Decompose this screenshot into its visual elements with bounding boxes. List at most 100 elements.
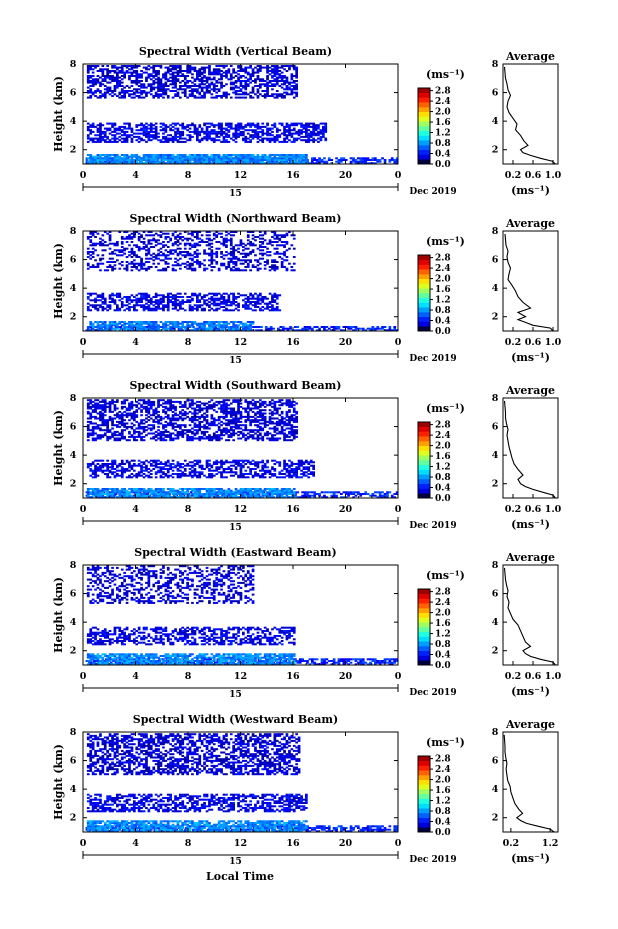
heatmap-cell [140, 257, 143, 260]
heatmap-cell [154, 488, 158, 490]
heatmap-cell [111, 134, 114, 137]
heatmap-cell [137, 76, 141, 79]
heatmap-cell [181, 134, 185, 137]
heatmap-cell [140, 236, 143, 238]
heatmap-cell [251, 234, 255, 237]
heatmap-cell [217, 71, 221, 74]
heatmap-cell [254, 159, 257, 161]
heatmap-cell [208, 65, 211, 67]
heatmap-cell [198, 125, 202, 128]
heatmap-cell [94, 83, 97, 86]
heatmap-cell [128, 297, 131, 300]
heatmap-cell [283, 88, 286, 91]
heatmap-cell [198, 292, 202, 295]
heatmap-cell [198, 306, 202, 308]
heatmap-cell [103, 493, 107, 495]
heatmap-cell [227, 135, 231, 138]
heatmap-cell [215, 251, 219, 253]
heatmap-cell [220, 130, 223, 133]
heatmap-cell [179, 140, 182, 143]
heatmap-cell [111, 321, 114, 323]
heatmap-cell [159, 129, 163, 132]
average-line [503, 66, 556, 165]
heatmap-cell [210, 154, 214, 156]
heatmap-cell [244, 329, 248, 332]
average-x-tick-label: 0.2 [505, 337, 522, 348]
heatmap-cell [135, 246, 139, 248]
heatmap-cell [193, 66, 197, 69]
heatmap-cell [266, 130, 269, 133]
heatmap-cell [137, 256, 141, 258]
heatmap-cell [256, 267, 260, 270]
heatmap-cell [232, 269, 235, 272]
heatmap-cell [106, 494, 109, 497]
heatmap-cell [324, 122, 328, 125]
heatmap-cell [288, 81, 291, 84]
heatmap-cell [256, 135, 260, 138]
average-y-tick-label: 8 [492, 59, 499, 70]
x-tick-label: 4 [132, 337, 139, 348]
heatmap-cell [205, 160, 209, 163]
heatmap-cell [239, 83, 243, 86]
heatmap-cell [366, 162, 370, 165]
x-tick-label: 20 [339, 337, 353, 348]
heatmap-cell [174, 307, 177, 310]
heatmap-cell [203, 269, 206, 272]
heatmap-cell [137, 321, 141, 323]
heatmap-cell [324, 127, 328, 130]
heatmap-cell [237, 244, 240, 247]
heatmap-cell [295, 139, 298, 142]
heatmap-cell [222, 297, 226, 300]
heatmap-cell [157, 239, 160, 242]
heatmap-cell [106, 306, 109, 308]
heatmap-cell [342, 326, 346, 328]
heatmap-cell [140, 267, 143, 270]
heatmap-cell [101, 321, 105, 323]
heatmap-cell [108, 70, 112, 72]
heatmap-cell [108, 237, 112, 240]
heatmap-cell [324, 130, 328, 133]
heatmap-cell [101, 322, 105, 325]
heatmap-cell [364, 491, 367, 494]
heatmap-cell [256, 302, 260, 305]
heatmap-cell [244, 154, 248, 156]
heatmap-cell [137, 329, 141, 332]
heatmap-cell [261, 162, 265, 165]
heatmap-cell [191, 232, 194, 235]
heatmap-cell [237, 155, 240, 158]
heatmap-cell [193, 252, 197, 255]
heatmap-cell [266, 85, 269, 87]
heatmap-cell [234, 256, 238, 258]
heatmap-cell [322, 130, 325, 133]
heatmap-cell [118, 93, 122, 96]
heatmap-cell [222, 237, 226, 240]
colorbar-units-label: (ms⁻¹) [426, 235, 465, 248]
heatmap-cell [179, 65, 182, 67]
heatmap-cell [152, 262, 156, 265]
heatmap-cell [193, 85, 197, 87]
heatmap-cell [232, 302, 235, 305]
heatmap-cell [205, 86, 209, 89]
heatmap-cell [147, 247, 151, 250]
heatmap-cell [186, 155, 189, 158]
heatmap-cell [290, 85, 294, 87]
heatmap-cell [159, 95, 163, 97]
heatmap-cell [130, 130, 134, 133]
heatmap-cell [205, 135, 209, 138]
heatmap-cell [137, 269, 141, 272]
heatmap-cell [283, 129, 286, 132]
heatmap-cell [113, 249, 117, 252]
heatmap-cell [259, 162, 262, 165]
heatmap-cell [273, 139, 277, 142]
average-line [504, 233, 554, 332]
heatmap-cell [227, 239, 231, 242]
heatmap-cell [128, 124, 131, 127]
heatmap-cell [96, 155, 100, 158]
heatmap-cell [193, 329, 197, 332]
heatmap-cell [196, 252, 199, 255]
heatmap-cell [273, 231, 277, 233]
heatmap-cell [157, 242, 160, 245]
heatmap-cell [301, 494, 304, 497]
heatmap-cell [229, 76, 233, 79]
heatmap-cell [220, 252, 223, 255]
